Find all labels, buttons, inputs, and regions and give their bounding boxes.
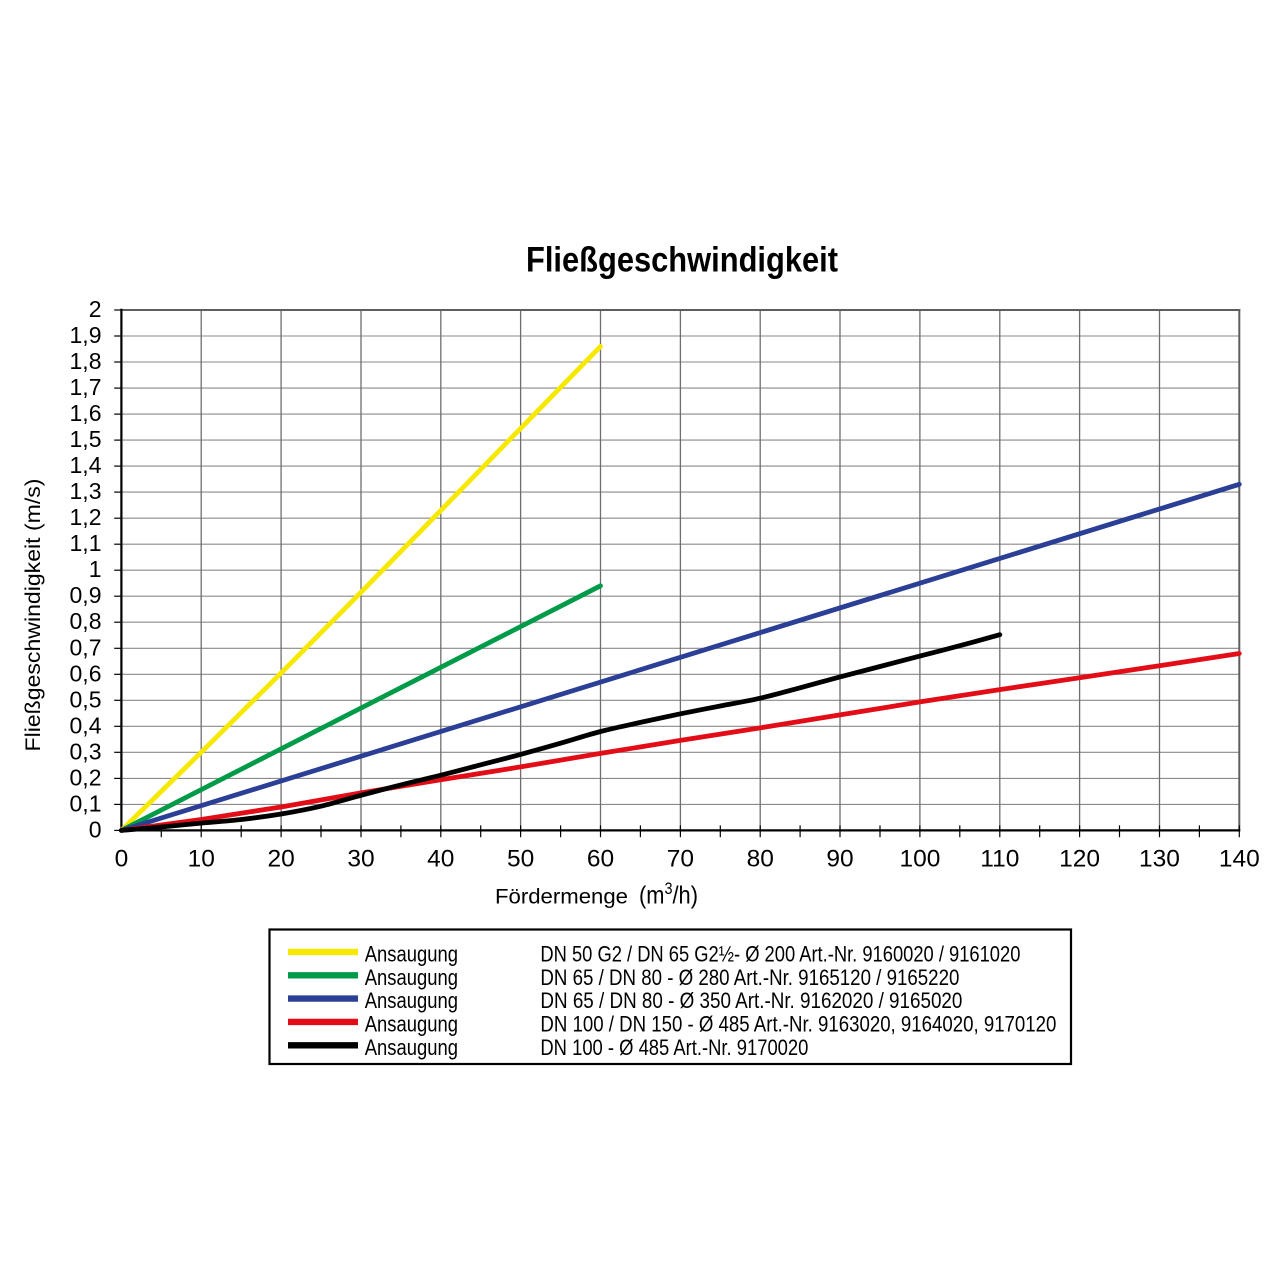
svg-text:Ansaugung: Ansaugung <box>365 988 458 1013</box>
svg-text:2: 2 <box>89 296 102 322</box>
svg-text:0: 0 <box>115 846 129 873</box>
svg-text:DN 65 / DN 80 - Ø 350 Art.-Nr: DN 65 / DN 80 - Ø 350 Art.-Nr. 9162020 /… <box>540 988 962 1013</box>
svg-text:DN 50 G2 / DN 65 G2½- Ø 200 Ar: DN 50 G2 / DN 65 G2½- Ø 200 Art.-Nr. 916… <box>540 941 1020 966</box>
svg-text:1,5: 1,5 <box>70 426 102 452</box>
svg-text:0,1: 0,1 <box>70 790 102 816</box>
svg-text:0,6: 0,6 <box>70 660 102 686</box>
svg-text:Fließgeschwindigkeit: Fließgeschwindigkeit <box>526 241 838 280</box>
svg-text:DN 100 - Ø 485 Art.-Nr. 917002: DN 100 - Ø 485 Art.-Nr. 9170020 <box>540 1035 808 1060</box>
svg-text:110: 110 <box>980 846 1019 873</box>
svg-text:140: 140 <box>1219 846 1260 873</box>
svg-text:80: 80 <box>747 846 774 873</box>
svg-text:0,7: 0,7 <box>70 634 102 660</box>
svg-text:1,2: 1,2 <box>70 504 102 530</box>
svg-text:90: 90 <box>826 846 853 873</box>
svg-text:1,6: 1,6 <box>70 400 102 426</box>
svg-text:Ansaugung: Ansaugung <box>365 941 458 966</box>
svg-text:DN 100 / DN 150 - Ø 485 Art.-: DN 100 / DN 150 - Ø 485 Art.-Nr. 9163020… <box>540 1011 1056 1036</box>
svg-text:Ansaugung: Ansaugung <box>365 1035 458 1060</box>
svg-text:50: 50 <box>507 846 534 873</box>
svg-text:1: 1 <box>89 556 102 582</box>
svg-text:70: 70 <box>667 846 694 873</box>
svg-text:40: 40 <box>427 846 454 873</box>
svg-text:60: 60 <box>587 846 614 873</box>
svg-text:120: 120 <box>1059 846 1100 873</box>
svg-text:20: 20 <box>267 846 294 873</box>
svg-text:DN 65 / DN 80 - Ø 280 Art.-Nr.: DN 65 / DN 80 - Ø 280 Art.-Nr. 9165120 /… <box>540 965 959 990</box>
svg-text:0,2: 0,2 <box>70 764 102 790</box>
svg-text:30: 30 <box>347 846 374 873</box>
svg-text:1,1: 1,1 <box>70 530 102 556</box>
svg-text:1,9: 1,9 <box>70 322 102 348</box>
svg-text:0,5: 0,5 <box>70 686 102 712</box>
svg-text:1,7: 1,7 <box>70 374 102 400</box>
svg-text:0,4: 0,4 <box>70 712 102 738</box>
svg-text:0,8: 0,8 <box>70 608 102 634</box>
svg-text:1,8: 1,8 <box>70 348 102 374</box>
svg-text:Ansaugung: Ansaugung <box>365 965 458 990</box>
svg-text:10: 10 <box>188 846 215 873</box>
svg-text:0: 0 <box>89 816 102 842</box>
svg-text:100: 100 <box>899 846 940 873</box>
svg-text:130: 130 <box>1139 846 1180 873</box>
svg-text:Fließgeschwindigkeit (m/s): Fließgeschwindigkeit (m/s) <box>22 479 45 752</box>
svg-text:0,3: 0,3 <box>70 738 102 764</box>
svg-text:Ansaugung: Ansaugung <box>365 1011 458 1036</box>
svg-text:1,4: 1,4 <box>70 452 102 478</box>
svg-text:1,3: 1,3 <box>70 478 102 504</box>
svg-text:0,9: 0,9 <box>70 582 102 608</box>
svg-text:Fördermenge: Fördermenge <box>495 886 628 909</box>
